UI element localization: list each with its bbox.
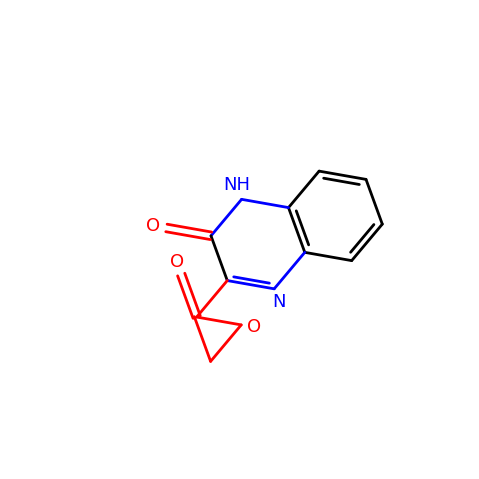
Text: O: O [146, 217, 160, 235]
Text: N: N [273, 293, 286, 311]
Text: O: O [170, 253, 184, 271]
Text: NH: NH [223, 176, 250, 194]
Text: O: O [247, 318, 262, 336]
